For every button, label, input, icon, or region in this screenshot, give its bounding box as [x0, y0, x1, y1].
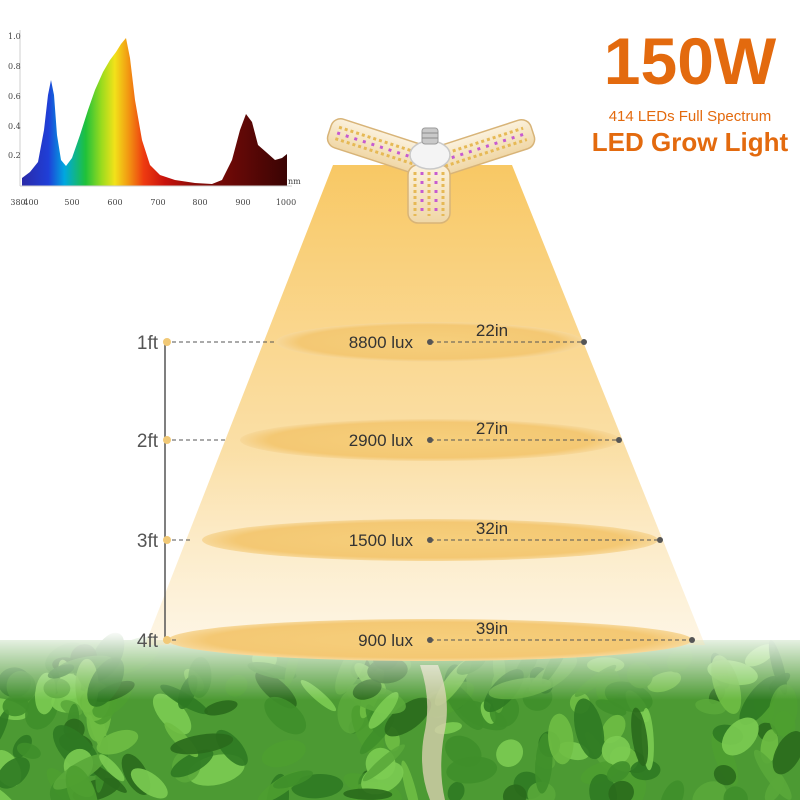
led-grow-lamp	[326, 118, 536, 224]
leaf	[630, 759, 661, 781]
spectrum-x-tick: 400	[23, 198, 38, 207]
spectrum-x-tick: 700	[150, 198, 165, 207]
leaf	[16, 742, 41, 759]
lux-label: 1500 lux	[349, 531, 414, 550]
leaf	[152, 693, 192, 735]
leaf	[764, 775, 785, 800]
lux-label: 8800 lux	[349, 333, 414, 352]
spectrum-y-tick: 0.4	[8, 122, 21, 131]
height-label: 3ft	[137, 531, 159, 552]
product-title: LED Grow Light	[592, 127, 789, 157]
leaf	[573, 698, 605, 760]
height-label: 1ft	[137, 333, 159, 354]
leaf	[0, 709, 9, 747]
spectrum-x-tick: 900	[235, 198, 250, 207]
leaf	[631, 707, 649, 767]
diameter-label: 22in	[476, 321, 508, 340]
leaf	[660, 780, 685, 800]
ruler-dot	[163, 636, 171, 644]
leaf	[401, 760, 421, 800]
leaf	[351, 705, 385, 760]
leaf	[264, 696, 307, 735]
leaf	[130, 768, 168, 799]
radius-end-dot	[657, 537, 663, 543]
leaf	[170, 733, 234, 755]
leaf	[692, 781, 727, 800]
leaf	[608, 780, 634, 800]
radius-end-dot	[689, 637, 695, 643]
leaf	[384, 697, 432, 737]
leaf	[204, 700, 238, 716]
leaf	[601, 735, 631, 765]
leaf	[695, 698, 726, 715]
diameter-label: 39in	[476, 619, 508, 638]
diameter-label: 27in	[476, 419, 508, 438]
leaf	[96, 729, 139, 755]
leaf	[548, 713, 574, 765]
height-label: 4ft	[137, 631, 159, 652]
leaf	[580, 760, 621, 784]
spectrum-y-tick: 0.2	[8, 151, 21, 160]
radius-end-dot	[616, 437, 622, 443]
leaf	[496, 739, 524, 767]
lux-label: 2900 lux	[349, 431, 414, 450]
ruler-dot	[163, 436, 171, 444]
leaf	[447, 781, 465, 800]
height-label: 2ft	[137, 431, 159, 452]
leaf	[774, 710, 796, 738]
leaf	[65, 765, 99, 800]
spectrum-x-tick: 1000	[276, 198, 296, 207]
leaf	[99, 754, 125, 782]
leaf	[713, 764, 737, 786]
spectrum-subtitle: 414 LEDs Full Spectrum	[609, 108, 772, 125]
light-beam	[145, 165, 705, 645]
foliage-background	[0, 630, 800, 800]
leaf	[362, 744, 405, 782]
ruler-dot	[163, 338, 171, 346]
spectrum-x-tick: 800	[192, 198, 207, 207]
ruler-dot	[163, 536, 171, 544]
leaf	[261, 740, 306, 768]
leaf	[535, 733, 553, 794]
spectrum-y-tick: 0.6	[8, 92, 21, 101]
leaf	[772, 731, 800, 775]
radius-end-dot	[581, 339, 587, 345]
leaf	[273, 770, 313, 789]
leaf	[502, 784, 527, 800]
leaf	[723, 786, 748, 800]
spectrum-unit: nm	[288, 177, 301, 186]
leaf	[721, 717, 759, 756]
leaf	[606, 761, 631, 783]
leaf	[2, 695, 29, 717]
leaf	[601, 714, 626, 744]
leaf	[368, 692, 399, 729]
spectrum-curve	[22, 38, 287, 186]
leaf	[595, 699, 627, 716]
leaf	[589, 773, 617, 800]
spectrum-x-tick: 380	[10, 198, 25, 207]
leaf	[446, 756, 498, 784]
height-ruler: 1ft 2ft 3ft 4ft	[137, 333, 275, 652]
spectrum-y-tick: 0.8	[8, 62, 21, 71]
spectrum-x-tick: 600	[107, 198, 122, 207]
spectrum-y-tick: 1.0	[8, 32, 21, 41]
coverage-ellipses: 8800 lux 22in 2900 lux 27in 1500 lux 32in 900 …	[168, 321, 695, 661]
diameter-label: 32in	[476, 519, 508, 538]
leaf	[0, 757, 30, 789]
spectrum-x-tick: 500	[64, 198, 79, 207]
wattage-title: 150W	[604, 24, 777, 98]
leaf	[170, 749, 214, 778]
leaf	[343, 788, 393, 800]
leaf	[527, 781, 556, 800]
lux-label: 900 lux	[358, 631, 413, 650]
